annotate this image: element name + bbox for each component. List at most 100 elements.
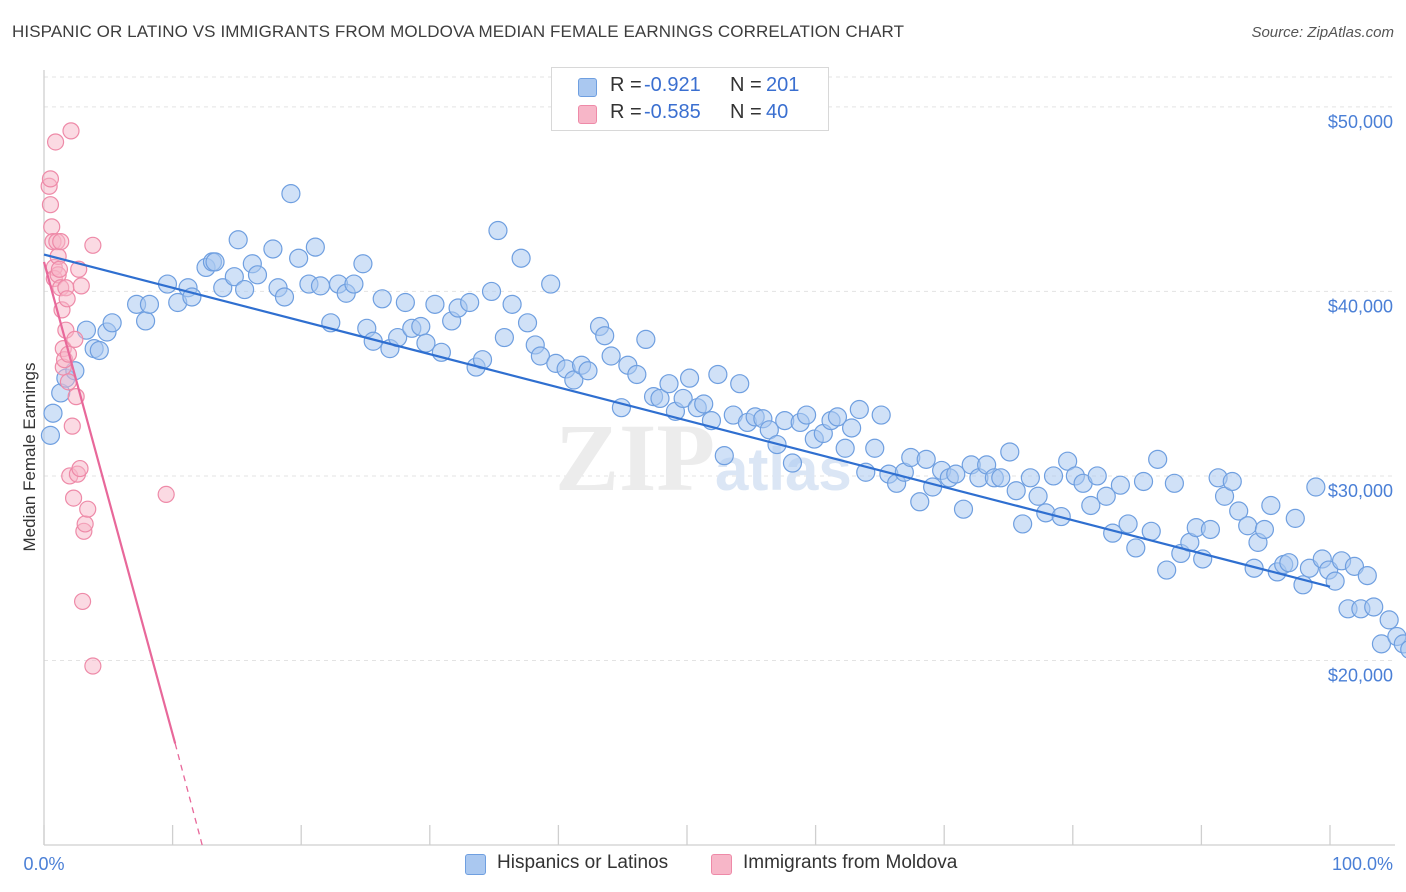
legend-r-value: -0.585	[644, 101, 701, 123]
bottom-legend-label: Hispanics or Latinos	[497, 852, 669, 873]
data-point-moldova	[58, 290, 76, 308]
data-point-hispanics	[796, 405, 817, 425]
y-tick-label: $20,000	[1328, 665, 1393, 685]
data-point-hispanics	[135, 311, 156, 331]
data-point-hispanics	[205, 252, 225, 272]
data-point-hispanics	[694, 394, 714, 414]
legend-r-value: -0.921	[644, 74, 701, 96]
data-point-moldova	[72, 277, 90, 295]
data-point-hispanics	[530, 346, 550, 366]
data-point-moldova	[63, 417, 81, 435]
data-point-hispanics	[871, 405, 891, 425]
data-point-hispanics	[40, 425, 61, 445]
data-point-hispanics	[827, 407, 848, 427]
trend-lines	[42, 253, 1331, 846]
data-point-hispanics	[1357, 565, 1377, 586]
data-point-hispanics	[673, 388, 693, 409]
x-tick-label: 100.0%	[1332, 854, 1393, 874]
legend-n-value: 40	[766, 101, 789, 123]
data-point-hispanics	[1379, 610, 1399, 630]
data-point-hispanics	[1261, 495, 1281, 516]
data-point-hispanics	[595, 326, 615, 346]
data-point-hispanics	[213, 278, 233, 298]
data-point-hispanics	[1285, 508, 1305, 528]
data-point-hispanics	[708, 364, 728, 385]
data-point-hispanics	[263, 239, 283, 259]
data-point-hispanics	[1400, 640, 1406, 659]
x-tick-labels: 0.0% 100.0%	[23, 854, 1393, 874]
data-point-hispanics	[1000, 442, 1020, 462]
data-point-hispanics	[636, 329, 656, 350]
bottom-legend-label: Immigrants from Moldova	[743, 852, 958, 873]
data-point-hispanics	[310, 276, 331, 296]
data-point-moldova	[64, 489, 83, 507]
data-point-hispanics	[235, 279, 255, 300]
data-point-hispanics	[1126, 538, 1146, 558]
data-point-moldova	[41, 196, 60, 214]
data-point-hispanics	[1006, 481, 1026, 501]
data-point-hispanics	[835, 438, 855, 458]
x-axis-ticks	[43, 825, 1331, 845]
data-point-moldova	[84, 236, 102, 254]
source-note: Source: ZipAtlas.com	[1251, 24, 1394, 41]
data-point-hispanics	[1279, 553, 1299, 573]
data-point-hispanics	[1238, 516, 1258, 536]
data-point-hispanics	[224, 267, 244, 287]
data-point-hispanics	[1141, 521, 1161, 541]
data-point-hispanics	[730, 374, 750, 394]
data-point-hispanics	[782, 453, 803, 473]
data-point-hispanics	[425, 294, 445, 314]
data-point-hispanics	[849, 399, 869, 420]
data-point-hispanics	[627, 364, 647, 385]
data-point-hispanics	[43, 403, 63, 423]
trend-line-moldova-extension	[174, 743, 203, 846]
data-point-hispanics	[353, 254, 373, 274]
data-point-moldova	[76, 515, 94, 533]
legend-r-label: R =	[610, 74, 642, 96]
data-point-hispanics	[714, 446, 734, 466]
data-point-hispanics	[488, 220, 508, 241]
bottom-legend-swatch-pink	[711, 854, 732, 875]
data-point-hispanics	[1028, 486, 1048, 506]
legend-n-value: 201	[766, 74, 800, 96]
x-tick-label: 0.0%	[23, 854, 64, 874]
data-point-hispanics	[1299, 558, 1320, 578]
data-point-hispanics	[1133, 471, 1154, 492]
data-point-hispanics	[1306, 477, 1326, 497]
data-point-hispanics	[1081, 495, 1101, 516]
data-point-hispanics	[481, 281, 502, 302]
data-point-hispanics	[281, 184, 301, 204]
data-point-hispanics	[139, 294, 160, 314]
stats-legend: R = -0.921 N = 201 R = -0.585 N = 40	[551, 67, 829, 131]
data-point-hispanics	[1148, 449, 1168, 469]
data-point-moldova	[84, 657, 102, 675]
data-point-hispanics	[395, 292, 415, 313]
y-tick-label: $40,000	[1328, 296, 1393, 316]
watermark-zip: ZIP	[555, 404, 715, 511]
data-point-moldova	[43, 218, 61, 236]
data-point-hispanics	[305, 237, 325, 257]
data-point-moldova	[71, 459, 89, 478]
data-point-hispanics	[502, 294, 522, 314]
data-point-hispanics	[1096, 486, 1116, 506]
data-point-hispanics	[1164, 473, 1184, 493]
trend-line-moldova	[42, 261, 177, 744]
data-point-hispanics	[1254, 519, 1275, 540]
data-point-hispanics	[564, 370, 584, 390]
data-point-hispanics	[1364, 597, 1384, 617]
data-point-hispanics	[89, 340, 109, 361]
data-point-hispanics	[679, 368, 700, 388]
data-point-hispanics	[991, 468, 1011, 488]
legend-n-label: N =	[730, 101, 762, 123]
data-point-moldova	[73, 592, 92, 611]
data-point-hispanics	[1020, 468, 1040, 488]
data-point-hispanics	[946, 464, 966, 484]
data-point-hispanics	[289, 248, 309, 268]
data-point-hispanics	[1200, 519, 1221, 540]
data-point-hispanics	[1043, 466, 1064, 486]
data-point-hispanics	[494, 327, 514, 348]
trend-line-hispanics	[43, 253, 1331, 588]
y-axis-label: Median Female Earnings	[20, 363, 39, 552]
data-point-hispanics	[659, 374, 679, 394]
